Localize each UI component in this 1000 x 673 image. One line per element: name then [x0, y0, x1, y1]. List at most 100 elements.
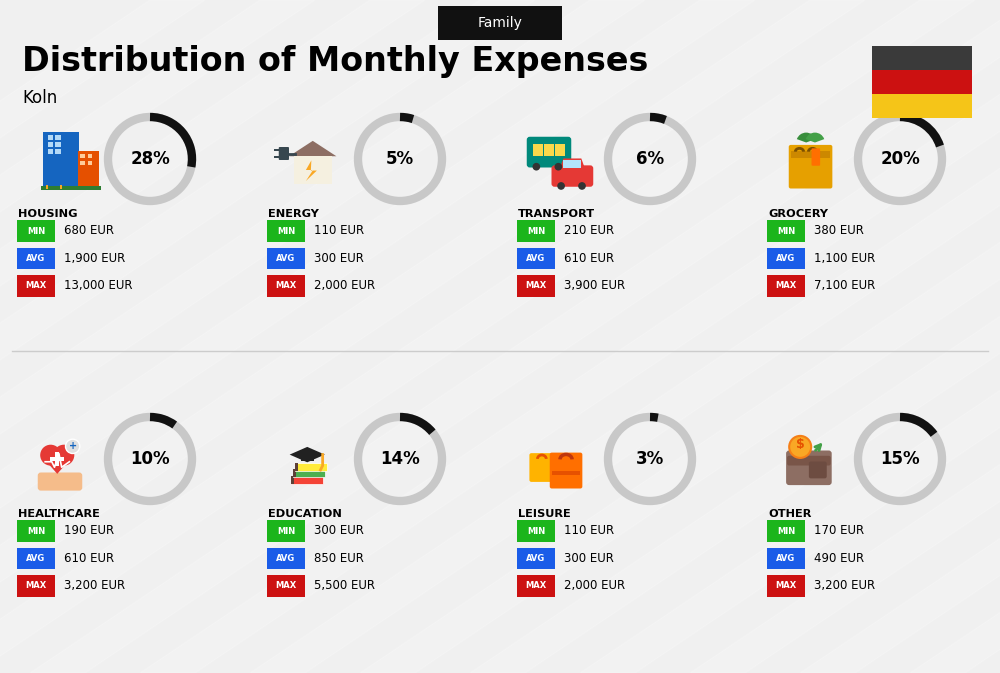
Text: 6%: 6% — [636, 150, 664, 168]
FancyBboxPatch shape — [767, 220, 805, 242]
Text: AVG: AVG — [276, 254, 296, 263]
Text: 3%: 3% — [636, 450, 664, 468]
Circle shape — [789, 436, 811, 458]
FancyBboxPatch shape — [438, 6, 562, 40]
FancyBboxPatch shape — [872, 70, 972, 94]
FancyBboxPatch shape — [767, 520, 805, 542]
FancyBboxPatch shape — [527, 137, 571, 168]
FancyBboxPatch shape — [41, 186, 101, 190]
Circle shape — [66, 439, 80, 454]
Text: MAX: MAX — [275, 281, 297, 291]
Text: 380 EUR: 380 EUR — [814, 225, 864, 238]
Text: MAX: MAX — [775, 281, 797, 291]
Circle shape — [554, 163, 562, 170]
FancyBboxPatch shape — [301, 454, 314, 461]
FancyBboxPatch shape — [17, 575, 55, 597]
Text: +: + — [69, 441, 77, 452]
FancyBboxPatch shape — [48, 135, 53, 140]
FancyBboxPatch shape — [17, 520, 55, 542]
Text: 15%: 15% — [880, 450, 920, 468]
Polygon shape — [0, 0, 425, 673]
FancyBboxPatch shape — [274, 149, 280, 151]
FancyBboxPatch shape — [279, 147, 289, 160]
Text: 28%: 28% — [130, 150, 170, 168]
Text: ENERGY: ENERGY — [268, 209, 319, 219]
FancyBboxPatch shape — [55, 149, 61, 154]
FancyBboxPatch shape — [872, 94, 972, 118]
FancyBboxPatch shape — [44, 131, 79, 186]
FancyBboxPatch shape — [291, 476, 294, 484]
Polygon shape — [910, 0, 1000, 673]
FancyBboxPatch shape — [563, 160, 581, 168]
FancyBboxPatch shape — [555, 144, 565, 155]
Text: AVG: AVG — [526, 554, 546, 563]
Text: 1,900 EUR: 1,900 EUR — [64, 252, 125, 265]
FancyBboxPatch shape — [17, 275, 55, 297]
FancyBboxPatch shape — [17, 548, 55, 569]
Text: MIN: MIN — [277, 526, 295, 536]
Text: MAX: MAX — [775, 581, 797, 590]
FancyBboxPatch shape — [529, 453, 554, 482]
FancyBboxPatch shape — [80, 161, 85, 165]
FancyBboxPatch shape — [267, 220, 305, 242]
FancyBboxPatch shape — [552, 166, 593, 186]
Text: AVG: AVG — [276, 554, 296, 563]
Polygon shape — [580, 0, 1000, 673]
Polygon shape — [0, 0, 205, 673]
Text: MAX: MAX — [525, 281, 547, 291]
Text: 300 EUR: 300 EUR — [314, 524, 364, 538]
Text: AVG: AVG — [776, 254, 796, 263]
FancyBboxPatch shape — [517, 220, 555, 242]
Polygon shape — [0, 0, 535, 673]
Text: MIN: MIN — [777, 526, 795, 536]
FancyBboxPatch shape — [55, 135, 61, 140]
FancyBboxPatch shape — [767, 248, 805, 269]
FancyBboxPatch shape — [786, 450, 832, 485]
FancyBboxPatch shape — [294, 156, 332, 184]
Polygon shape — [0, 0, 315, 673]
Circle shape — [53, 445, 74, 466]
Polygon shape — [0, 0, 865, 673]
FancyBboxPatch shape — [38, 472, 82, 491]
Text: 10%: 10% — [130, 450, 170, 468]
FancyBboxPatch shape — [274, 155, 280, 158]
Polygon shape — [690, 0, 1000, 673]
Text: MIN: MIN — [27, 526, 45, 536]
FancyBboxPatch shape — [50, 457, 64, 461]
Text: MAX: MAX — [525, 581, 547, 590]
Polygon shape — [289, 141, 336, 156]
FancyBboxPatch shape — [517, 275, 555, 297]
Polygon shape — [250, 0, 1000, 673]
Text: 2,000 EUR: 2,000 EUR — [314, 279, 375, 293]
Wedge shape — [806, 133, 824, 143]
Circle shape — [532, 163, 540, 170]
Text: MIN: MIN — [527, 526, 545, 536]
Text: 300 EUR: 300 EUR — [314, 252, 364, 265]
Text: HOUSING: HOUSING — [18, 209, 78, 219]
FancyBboxPatch shape — [60, 185, 62, 188]
FancyBboxPatch shape — [812, 148, 820, 166]
Polygon shape — [470, 0, 1000, 673]
FancyBboxPatch shape — [17, 248, 55, 269]
Text: 13,000 EUR: 13,000 EUR — [64, 279, 132, 293]
FancyBboxPatch shape — [295, 463, 298, 470]
Polygon shape — [41, 455, 74, 474]
Text: Distribution of Monthly Expenses: Distribution of Monthly Expenses — [22, 44, 648, 77]
FancyBboxPatch shape — [46, 185, 48, 188]
FancyBboxPatch shape — [267, 520, 305, 542]
Text: Koln: Koln — [22, 89, 57, 107]
Text: 3,200 EUR: 3,200 EUR — [814, 579, 875, 592]
Polygon shape — [360, 0, 1000, 673]
FancyBboxPatch shape — [295, 463, 327, 470]
Text: HEALTHCARE: HEALTHCARE — [18, 509, 100, 519]
Text: 190 EUR: 190 EUR — [64, 524, 114, 538]
Text: 20%: 20% — [880, 150, 920, 168]
FancyBboxPatch shape — [809, 462, 827, 479]
Polygon shape — [800, 0, 1000, 673]
Text: LEISURE: LEISURE — [518, 509, 571, 519]
Polygon shape — [0, 0, 755, 673]
Circle shape — [578, 182, 586, 190]
FancyBboxPatch shape — [517, 248, 555, 269]
FancyBboxPatch shape — [267, 275, 305, 297]
FancyBboxPatch shape — [48, 149, 53, 154]
